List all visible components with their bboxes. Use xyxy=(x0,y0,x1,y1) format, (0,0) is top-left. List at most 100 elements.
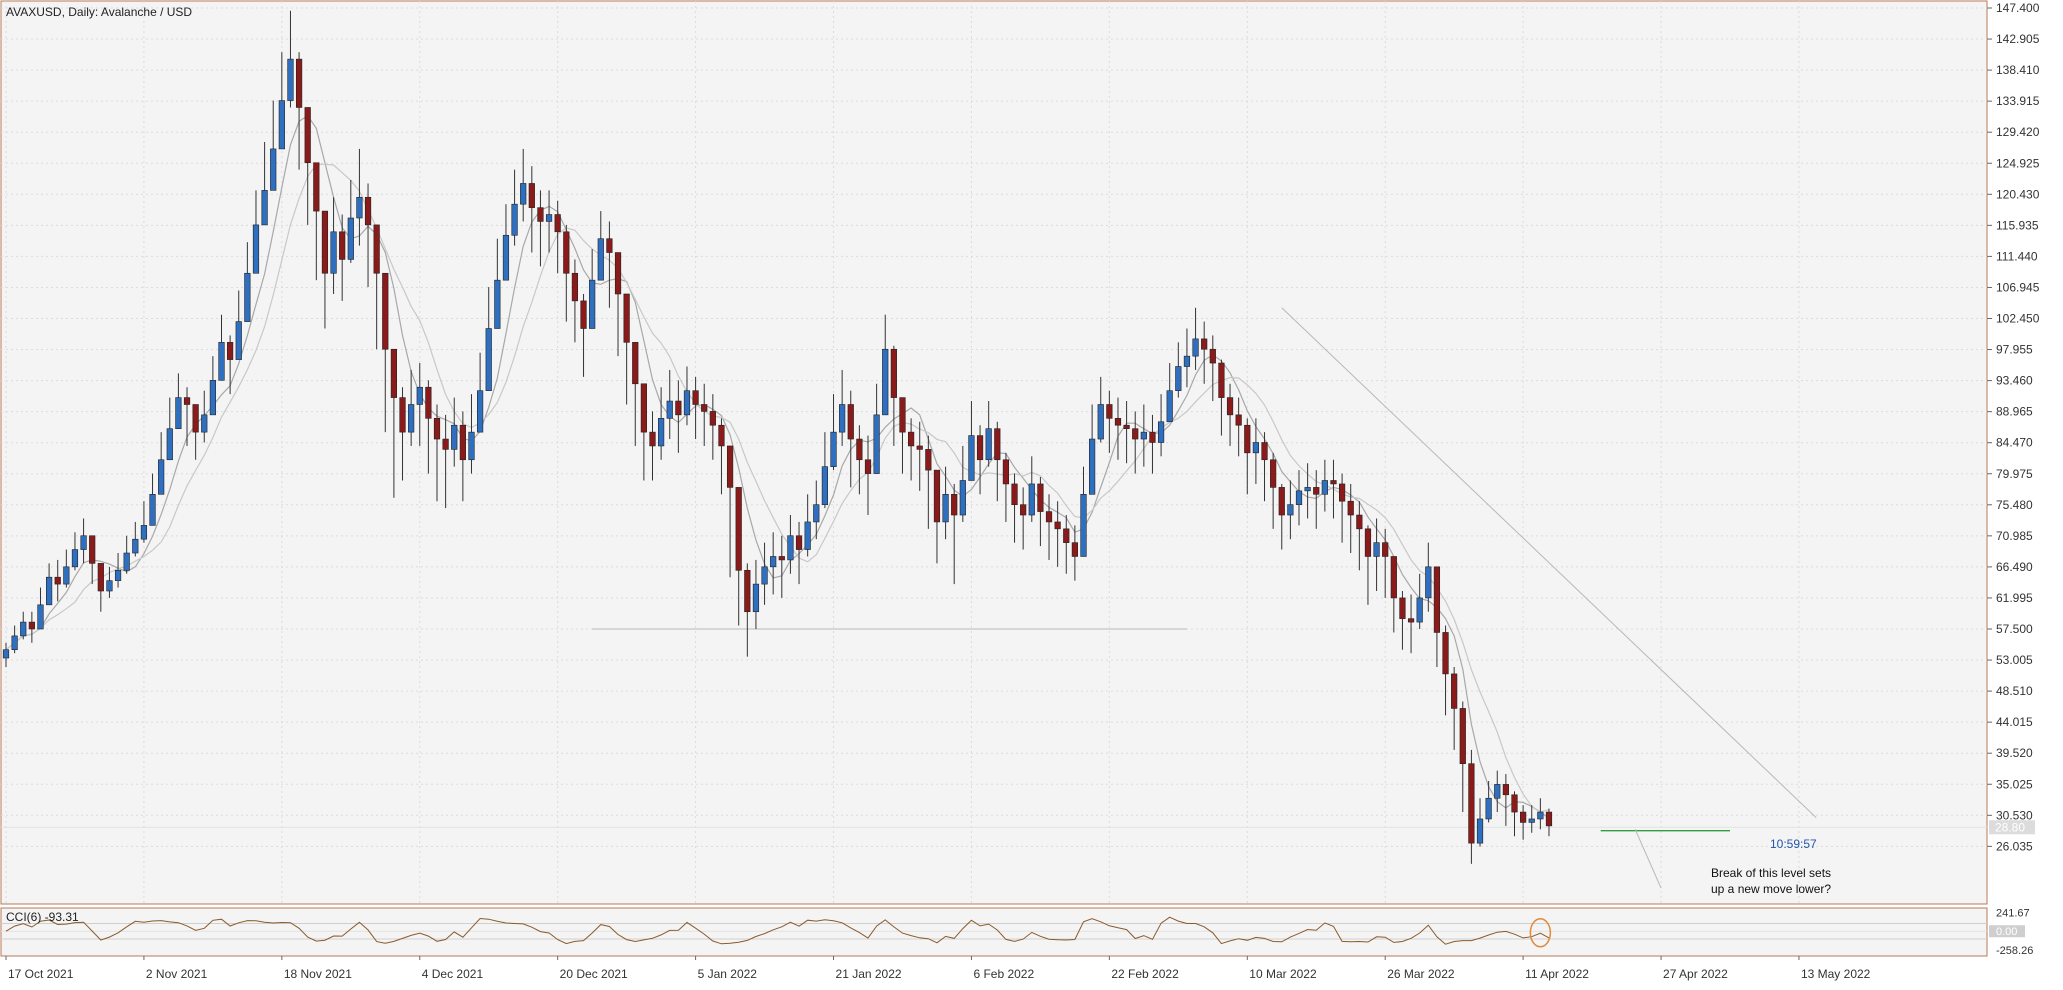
candle-body xyxy=(640,383,647,433)
candle-body xyxy=(1520,811,1527,823)
candle-body xyxy=(1235,414,1242,426)
candle-body xyxy=(1494,784,1501,799)
time-tick-label: 2 Nov 2021 xyxy=(146,967,208,981)
candle-body xyxy=(658,418,665,447)
price-axis[interactable]: 147.400 142.905 138.410 133.915 129.420 124.9… xyxy=(1987,1,2040,853)
candle-body xyxy=(390,348,398,398)
candle-body xyxy=(623,293,630,343)
price-tick-label: 115.935 xyxy=(1996,218,2039,232)
price-tick-label: 53.005 xyxy=(1996,653,2033,667)
time-tick-label: 10 Mar 2022 xyxy=(1249,967,1317,981)
candle-body xyxy=(1425,566,1432,599)
candle-body xyxy=(1166,390,1173,423)
candle-body xyxy=(761,566,768,585)
candle-body xyxy=(1226,397,1234,416)
time-tick-label: 18 Nov 2021 xyxy=(284,967,352,981)
time-tick-label: 22 Feb 2022 xyxy=(1111,967,1179,981)
candle-body xyxy=(1416,597,1423,623)
candle-body xyxy=(1364,528,1372,557)
candle-body xyxy=(1020,504,1027,516)
cci-indicator xyxy=(1,916,1987,948)
candle-body xyxy=(1140,431,1147,440)
price-tick-label: 111.440 xyxy=(1996,249,2038,263)
price-tick-label: 30.530 xyxy=(1996,808,2033,822)
candle-body xyxy=(132,538,139,554)
candle-body xyxy=(649,431,656,447)
candle-body xyxy=(1339,483,1346,502)
candle-body xyxy=(683,390,691,416)
grid-lines xyxy=(1,1,1987,904)
price-tick-label: 61.995 xyxy=(1996,591,2033,605)
candle-body xyxy=(1183,355,1191,367)
candle-body xyxy=(476,390,484,433)
candle-body xyxy=(140,525,148,540)
current-price-badge[interactable] xyxy=(1989,820,2035,835)
candle-body xyxy=(28,621,35,630)
candle-body xyxy=(1347,500,1354,516)
candle-body xyxy=(442,438,449,450)
candle-body xyxy=(80,535,87,550)
candle-body xyxy=(666,400,673,419)
candle-body xyxy=(468,431,475,461)
candle-body xyxy=(899,397,906,433)
candle-body xyxy=(209,380,216,416)
candle-body xyxy=(382,272,389,350)
candle-body xyxy=(1545,811,1553,827)
cci-line xyxy=(5,916,1550,945)
candle-body xyxy=(563,231,570,274)
candle-body xyxy=(1399,597,1406,619)
candle-body xyxy=(494,279,501,329)
candle-body xyxy=(114,569,122,581)
candle-body xyxy=(1132,428,1139,440)
candle-body xyxy=(709,411,716,426)
candle-body xyxy=(1192,338,1199,357)
price-tick-label: 138.410 xyxy=(1996,63,2040,77)
candle-body xyxy=(1468,763,1475,844)
time-tick-label: 13 May 2022 xyxy=(1801,967,1871,981)
candle-body xyxy=(735,487,742,571)
cci-plot-area[interactable] xyxy=(0,907,1988,957)
candle-body xyxy=(907,431,915,447)
candle-body xyxy=(554,214,561,233)
candle-body xyxy=(304,107,311,164)
candle-body xyxy=(864,459,872,474)
candle-body xyxy=(804,521,811,550)
candle-body xyxy=(1287,504,1294,516)
price-tick-label: 106.945 xyxy=(1996,280,2040,294)
candle-body xyxy=(1114,418,1122,426)
candle-body xyxy=(278,100,285,150)
candle-body xyxy=(425,386,432,419)
cci-axis[interactable]: 241.67 0.00 -258.26 xyxy=(1989,908,2033,957)
time-axis[interactable]: 17 Oct 2021 2 Nov 2021 18 Nov 2021 4 Dec 20… xyxy=(5,956,1871,981)
breakdown-projection-line xyxy=(1634,829,1662,889)
candle-body xyxy=(485,328,492,391)
candlesticks xyxy=(2,10,1553,864)
downtrend-line[interactable] xyxy=(1281,307,1817,818)
candle-body xyxy=(770,556,777,568)
reference-lines xyxy=(1,307,1987,889)
candle-body xyxy=(1528,818,1535,823)
price-tick-label: 79.975 xyxy=(1996,467,2033,481)
candle-body xyxy=(1261,442,1268,461)
candle-body xyxy=(123,552,130,571)
candle-body xyxy=(839,404,846,433)
candle-body xyxy=(1106,404,1113,419)
candle-body xyxy=(1244,424,1251,454)
candle-body xyxy=(227,342,234,360)
candle-body xyxy=(97,563,104,592)
candle-body xyxy=(1459,708,1466,764)
candle-body xyxy=(1089,438,1096,495)
price-tick-label: 39.520 xyxy=(1996,746,2033,760)
price-tick-label: 75.480 xyxy=(1996,498,2033,512)
candle-body xyxy=(1045,511,1053,523)
candle-body xyxy=(71,549,79,568)
candle-body xyxy=(1149,431,1156,443)
chart-title: AVAXUSD, Daily: Avalanche / USD xyxy=(6,5,192,19)
candle-body xyxy=(795,535,803,550)
candle-body xyxy=(261,190,268,226)
time-tick-label: 5 Jan 2022 xyxy=(698,967,758,981)
time-tick-label: 6 Feb 2022 xyxy=(973,967,1034,981)
candle-body xyxy=(1537,811,1544,820)
